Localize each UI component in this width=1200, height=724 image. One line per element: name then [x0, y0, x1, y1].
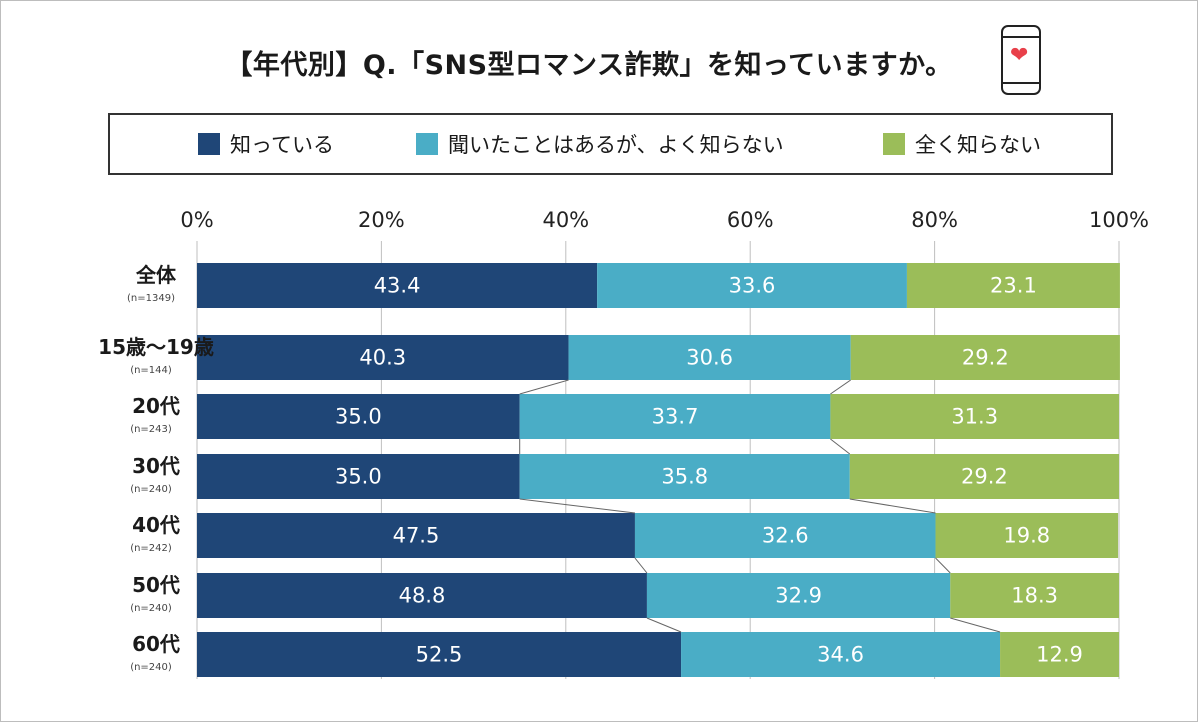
data-label: 12.9: [1036, 643, 1083, 667]
data-label: 48.8: [399, 584, 446, 608]
connector-line: [830, 438, 851, 455]
data-label: 32.9: [775, 584, 822, 608]
legend-item-unknown: 全く知らない: [883, 131, 1041, 157]
legend-label-unknown: 全く知らない: [915, 133, 1041, 157]
data-label: 43.4: [374, 274, 421, 298]
legend-item-heard: 聞いたことはあるが、よく知らない: [416, 131, 784, 157]
legend-swatch-heard: [416, 133, 438, 155]
connector-line: [849, 498, 936, 514]
data-label: 30.6: [686, 346, 733, 370]
x-tick-label: 80%: [911, 208, 958, 232]
data-label: 35.8: [661, 465, 708, 489]
data-label: 47.5: [393, 524, 440, 548]
smartphone-heart-icon: ❤: [1001, 25, 1041, 95]
sample-size-label: (n=240): [130, 662, 172, 673]
bar-segment: [568, 335, 851, 380]
x-tick-label: 60%: [727, 208, 774, 232]
legend-swatch-unknown: [883, 133, 905, 155]
data-label: 52.5: [416, 643, 463, 667]
bar-segment: [197, 263, 598, 308]
bar-segment: [519, 454, 850, 499]
connector-line: [519, 498, 636, 514]
x-tick-label: 0%: [180, 208, 213, 232]
category-label: 15歳〜19歳: [98, 335, 214, 359]
connector-line: [634, 557, 648, 574]
legend-label-know: 知っている: [230, 133, 334, 157]
data-label: 40.3: [359, 346, 406, 370]
data-label: 35.0: [335, 465, 382, 489]
data-label: 31.3: [951, 405, 998, 429]
bar-segment: [646, 573, 951, 618]
data-label: 33.7: [652, 405, 699, 429]
data-label: 32.6: [762, 524, 809, 548]
data-label: 33.6: [729, 274, 776, 298]
bar-segment: [519, 394, 831, 439]
connector-line: [830, 379, 851, 395]
bar-segment: [597, 263, 907, 308]
data-label: 35.0: [335, 405, 382, 429]
bar-segment: [906, 263, 1120, 308]
bar-segment: [197, 394, 520, 439]
sample-size-label: (n=243): [130, 424, 172, 435]
sample-size-label: (n=242): [130, 543, 172, 554]
data-label: 29.2: [961, 465, 1008, 489]
category-label: 全体: [135, 263, 177, 287]
sample-size-label: (n=144): [130, 365, 172, 376]
data-label: 23.1: [990, 274, 1037, 298]
bar-segment: [197, 632, 682, 677]
bar-segment: [830, 394, 1119, 439]
x-tick-label: 20%: [358, 208, 405, 232]
bar-segment: [197, 513, 635, 558]
bar-segment: [634, 513, 936, 558]
connector-line: [935, 557, 951, 574]
category-label: 50代: [132, 573, 180, 597]
sample-size-label: (n=240): [130, 603, 172, 614]
data-label: 34.6: [817, 643, 864, 667]
bar-segment: [197, 335, 569, 380]
bar-segment: [849, 454, 1119, 499]
chart-title: 【年代別】Q.「SNS型ロマンス詐欺」を知っていますか。: [225, 50, 953, 81]
category-label: 30代: [132, 454, 180, 478]
bar-segment: [197, 454, 520, 499]
legend-item-know: 知っている: [198, 131, 334, 157]
heart-icon: ❤: [1010, 43, 1029, 68]
bar-segment: [950, 573, 1119, 618]
connector-line: [950, 617, 1001, 633]
bar-segment: [1000, 632, 1119, 677]
data-label: 18.3: [1011, 584, 1058, 608]
connector-line: [519, 379, 569, 395]
connector-line: [646, 617, 682, 633]
x-tick-label: 40%: [542, 208, 589, 232]
category-label: 60代: [132, 632, 180, 656]
bar-segment: [681, 632, 1001, 677]
sample-size-label: (n=1349): [127, 293, 175, 304]
data-label: 29.2: [962, 346, 1009, 370]
category-label: 40代: [132, 513, 180, 537]
x-tick-label: 100%: [1089, 208, 1149, 232]
category-label: 20代: [132, 394, 180, 418]
bar-segment: [850, 335, 1120, 380]
legend: 知っている 聞いたことはあるが、よく知らない 全く知らない: [108, 113, 1113, 175]
legend-label-heard: 聞いたことはあるが、よく知らない: [448, 133, 784, 157]
data-label: 19.8: [1003, 524, 1050, 548]
legend-swatch-know: [198, 133, 220, 155]
bar-segment: [197, 573, 647, 618]
bar-segment: [935, 513, 1119, 558]
sample-size-label: (n=240): [130, 484, 172, 495]
